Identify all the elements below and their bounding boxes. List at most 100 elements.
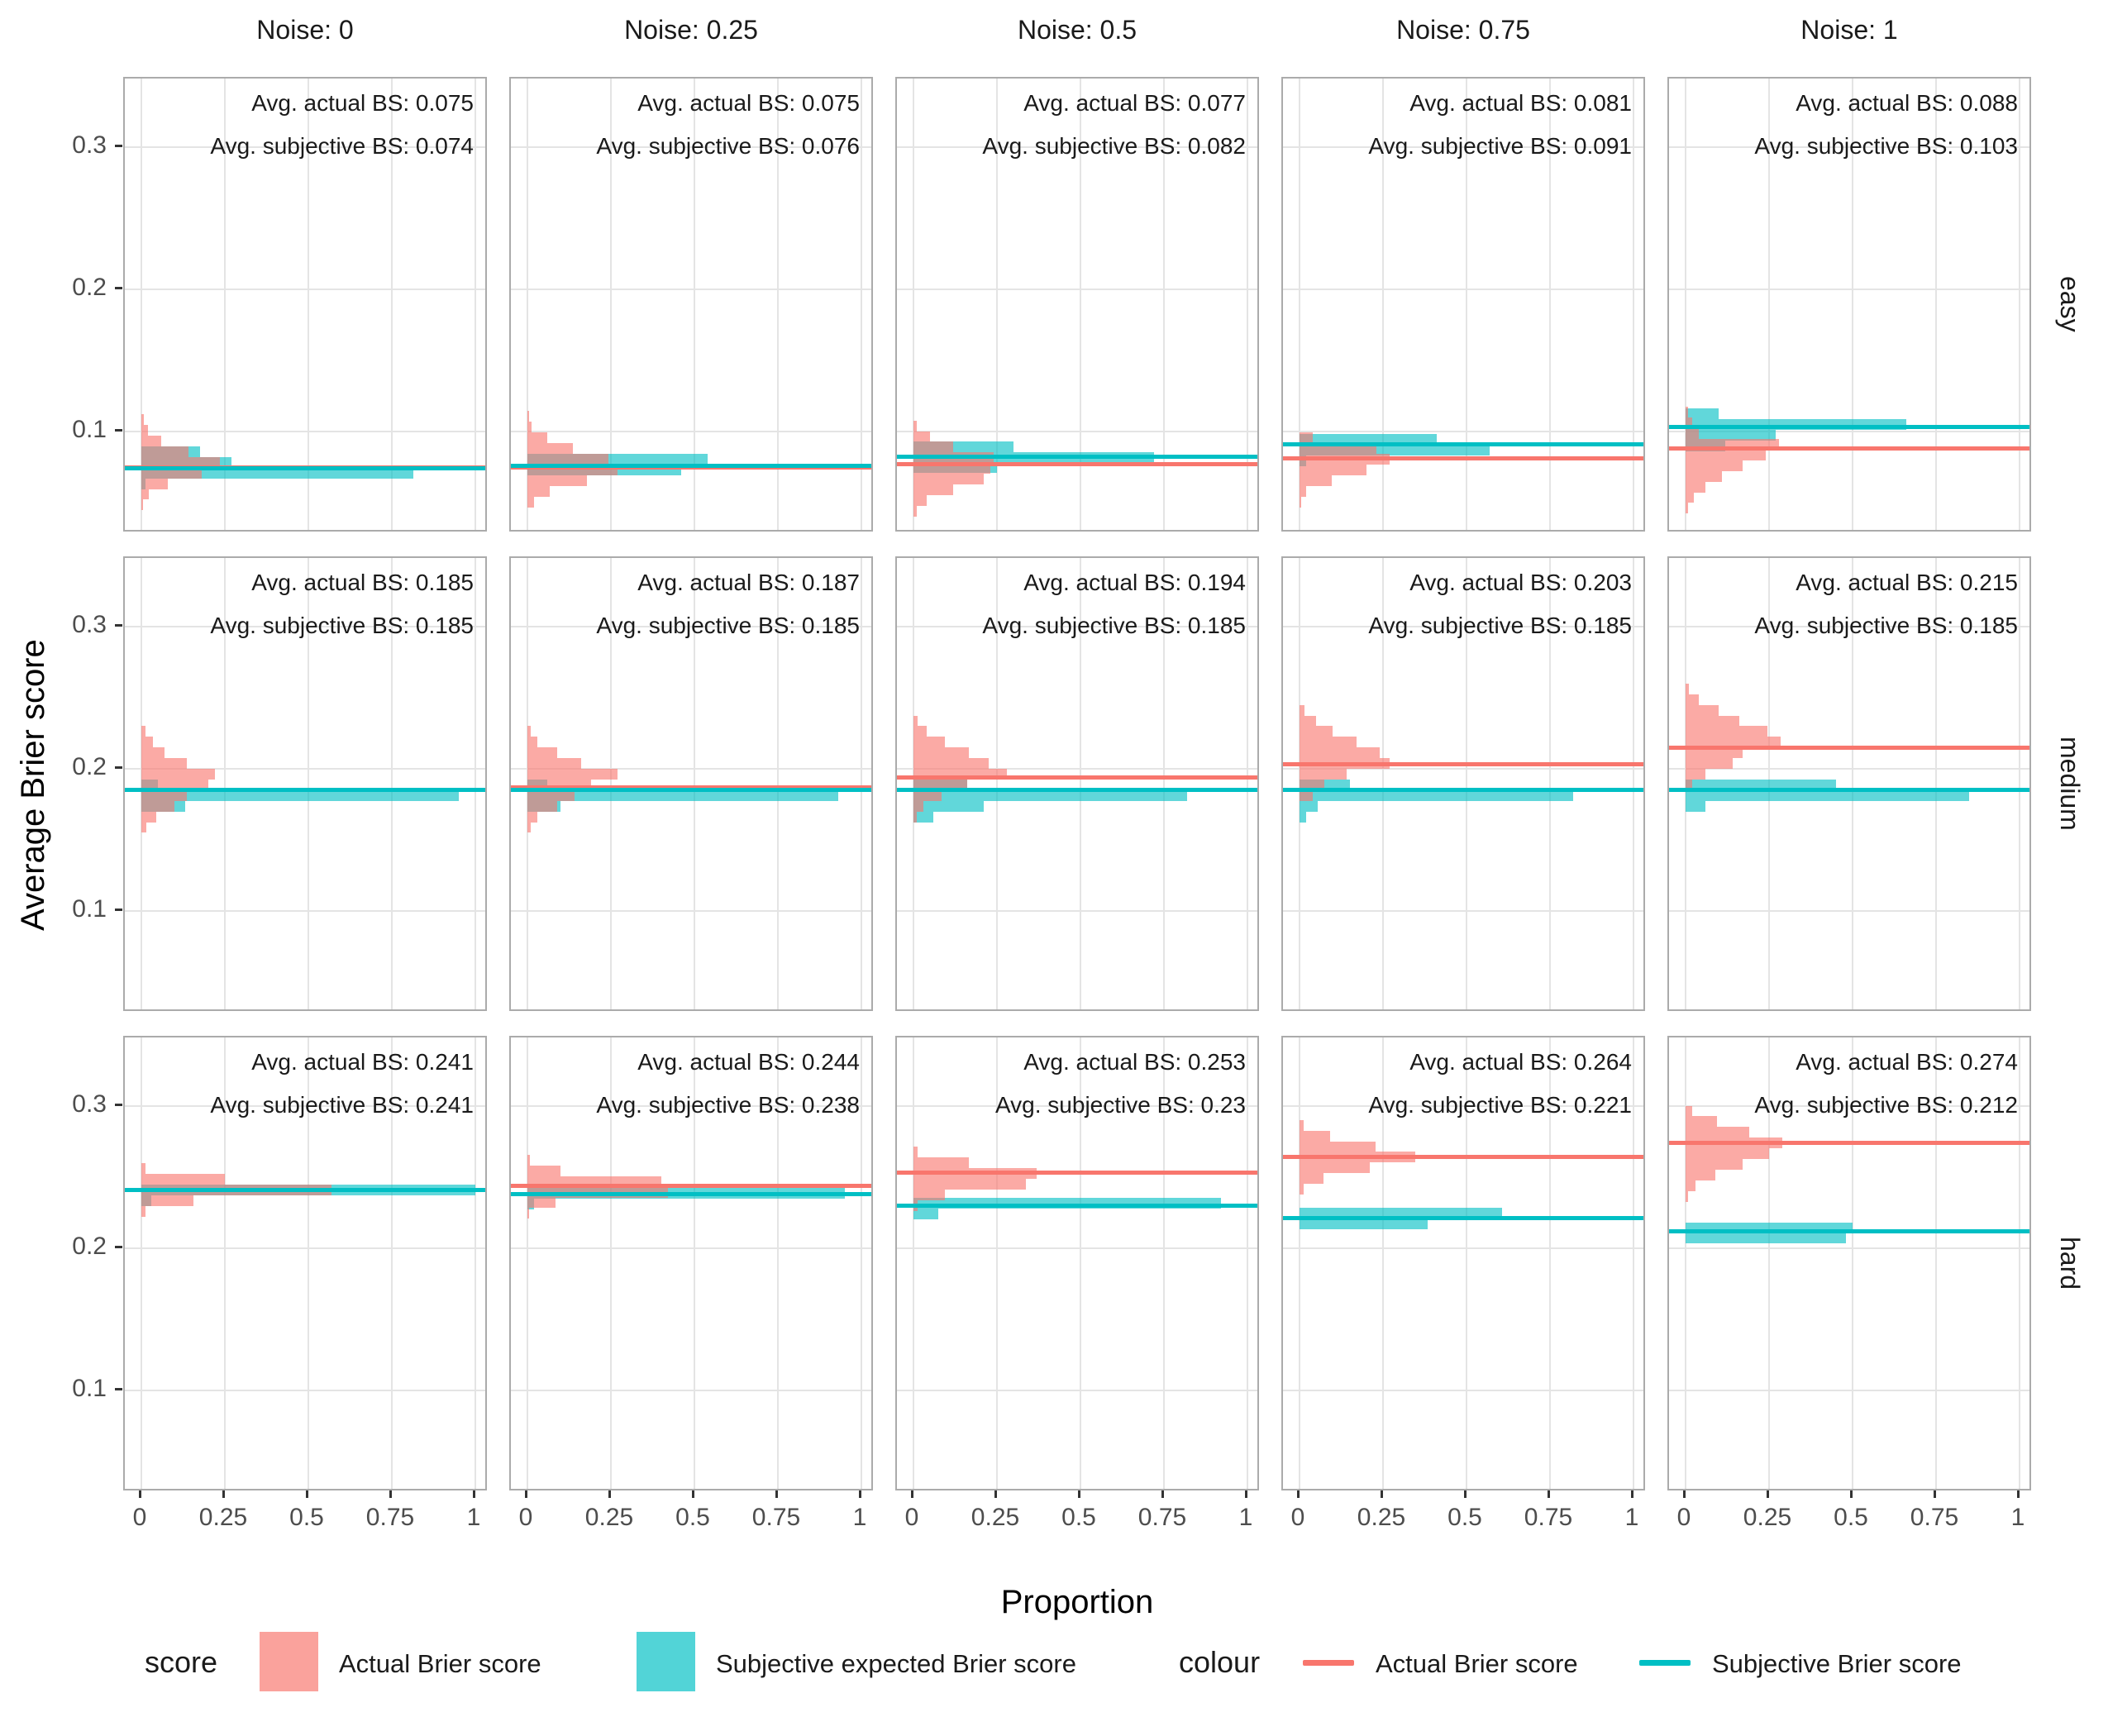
gridline (1633, 79, 1634, 530)
gridline (125, 1105, 485, 1107)
y-tick-label: 0.1 (72, 1375, 107, 1402)
gridline (141, 1037, 142, 1489)
gridline (897, 626, 1257, 627)
histogram-bar-actual (141, 1195, 193, 1206)
histogram-bar-actual (527, 411, 529, 422)
gridline (1669, 768, 2029, 770)
gridline (861, 1037, 862, 1489)
histogram-bar-actual (141, 1174, 225, 1185)
x-tick-label: 0.5 (675, 1504, 710, 1531)
y-tick-mark (115, 1388, 122, 1390)
x-tick-mark (608, 1490, 611, 1498)
gridline (125, 1390, 485, 1391)
avg-actual-line (511, 1183, 871, 1188)
gridline (1466, 1037, 1467, 1489)
gridline (125, 431, 485, 432)
histogram-bar-actual (527, 822, 532, 833)
gridline (1163, 79, 1165, 530)
histogram-bar-actual (913, 431, 931, 442)
histogram-bar-actual (1300, 464, 1366, 475)
facet-panel-easy-2: Avg. actual BS: 0.077 Avg. subjective BS:… (895, 77, 1259, 532)
histogram-bar-subjective (1686, 779, 1836, 790)
gridline (1382, 1037, 1384, 1489)
gridline (125, 768, 485, 770)
y-tick-label: 0.3 (72, 611, 107, 638)
x-tick-label: 0.25 (1357, 1504, 1406, 1531)
gridline (610, 1037, 612, 1489)
x-tick-label: 0.75 (1524, 1504, 1573, 1531)
gridline (511, 431, 871, 432)
histogram-bar-subjective (527, 789, 838, 801)
gridline (1163, 558, 1165, 1009)
facet-panel-medium-0: Avg. actual BS: 0.185 Avg. subjective BS:… (123, 556, 487, 1011)
gridline (511, 910, 871, 912)
x-tick-mark (1245, 1490, 1247, 1498)
x-tick-mark (1683, 1490, 1686, 1498)
x-tick-label: 0.25 (971, 1504, 1020, 1531)
histogram-bar-actual (141, 726, 145, 737)
histogram-bar-actual (527, 747, 558, 759)
gridline (897, 1390, 1257, 1391)
histogram-bar-actual (141, 414, 145, 426)
gridline (1283, 146, 1643, 148)
gridline (141, 79, 142, 530)
histogram-bar-actual (527, 454, 609, 465)
histogram-bar-actual (1686, 492, 1695, 503)
histogram-bar-actual (1300, 1162, 1370, 1174)
y-tick-mark (115, 1104, 122, 1106)
gridline (610, 79, 612, 530)
annotation-avg-subjective: Avg. subjective BS: 0.103 (1754, 133, 2018, 159)
histogram-bar-actual (1300, 779, 1325, 790)
gridline (475, 1037, 476, 1489)
gridline (1768, 79, 1770, 530)
gridline (861, 558, 862, 1009)
histogram-bar-actual (913, 747, 969, 759)
histogram-bar-actual (1686, 758, 1733, 770)
histogram-bar-actual (1686, 1169, 1716, 1180)
y-axis-title: Average Brier score (15, 639, 51, 932)
histogram-bar-actual (141, 737, 154, 748)
avg-actual-line (1669, 446, 2029, 451)
annotation-avg-actual: Avg. actual BS: 0.077 (1023, 90, 1246, 116)
x-tick-label: 1 (1624, 1504, 1639, 1531)
avg-actual-line (897, 462, 1257, 467)
gridline (1549, 1037, 1551, 1489)
gridline (1247, 79, 1248, 530)
histogram-bar-actual (1686, 737, 1781, 748)
histogram-bar-actual (1686, 503, 1689, 514)
histogram-bar-actual (913, 494, 928, 506)
histogram-bar-actual (141, 446, 188, 457)
histogram-bar-actual (1300, 726, 1333, 737)
gridline (2019, 79, 2020, 530)
facet-row-strip: medium (2055, 737, 2085, 831)
histogram-bar-actual (1686, 1190, 1689, 1202)
gridline (694, 558, 695, 1009)
gridline (1669, 1390, 2029, 1391)
gridline (1669, 1247, 2029, 1249)
histogram-bar-actual (1300, 769, 1347, 780)
y-tick-mark (115, 766, 122, 769)
gridline (125, 1247, 485, 1249)
annotation-avg-actual: Avg. actual BS: 0.075 (251, 90, 474, 116)
histogram-bar-actual (1300, 1119, 1304, 1131)
annotation-avg-subjective: Avg. subjective BS: 0.185 (210, 613, 474, 638)
gridline (1299, 79, 1300, 530)
histogram-bar-actual (913, 715, 918, 727)
annotation-avg-actual: Avg. actual BS: 0.241 (251, 1049, 474, 1075)
histogram-bar-actual (1686, 417, 1693, 429)
histogram-bar-actual (1686, 449, 1766, 460)
legend-swatch-actual-fill (260, 1632, 318, 1691)
x-tick-label: 0 (518, 1504, 533, 1531)
histogram-bar-actual (913, 800, 924, 812)
gridline (897, 146, 1257, 148)
gridline (1283, 910, 1643, 912)
histogram-bar-actual (1300, 704, 1305, 716)
histogram-bar-actual (913, 420, 918, 432)
avg-subjective-line (1283, 788, 1643, 793)
avg-actual-line (897, 775, 1257, 780)
x-tick-mark (2017, 1490, 2020, 1498)
x-tick-mark (1161, 1490, 1164, 1498)
avg-actual-line (511, 785, 871, 789)
x-tick-label: 0.25 (198, 1504, 248, 1531)
